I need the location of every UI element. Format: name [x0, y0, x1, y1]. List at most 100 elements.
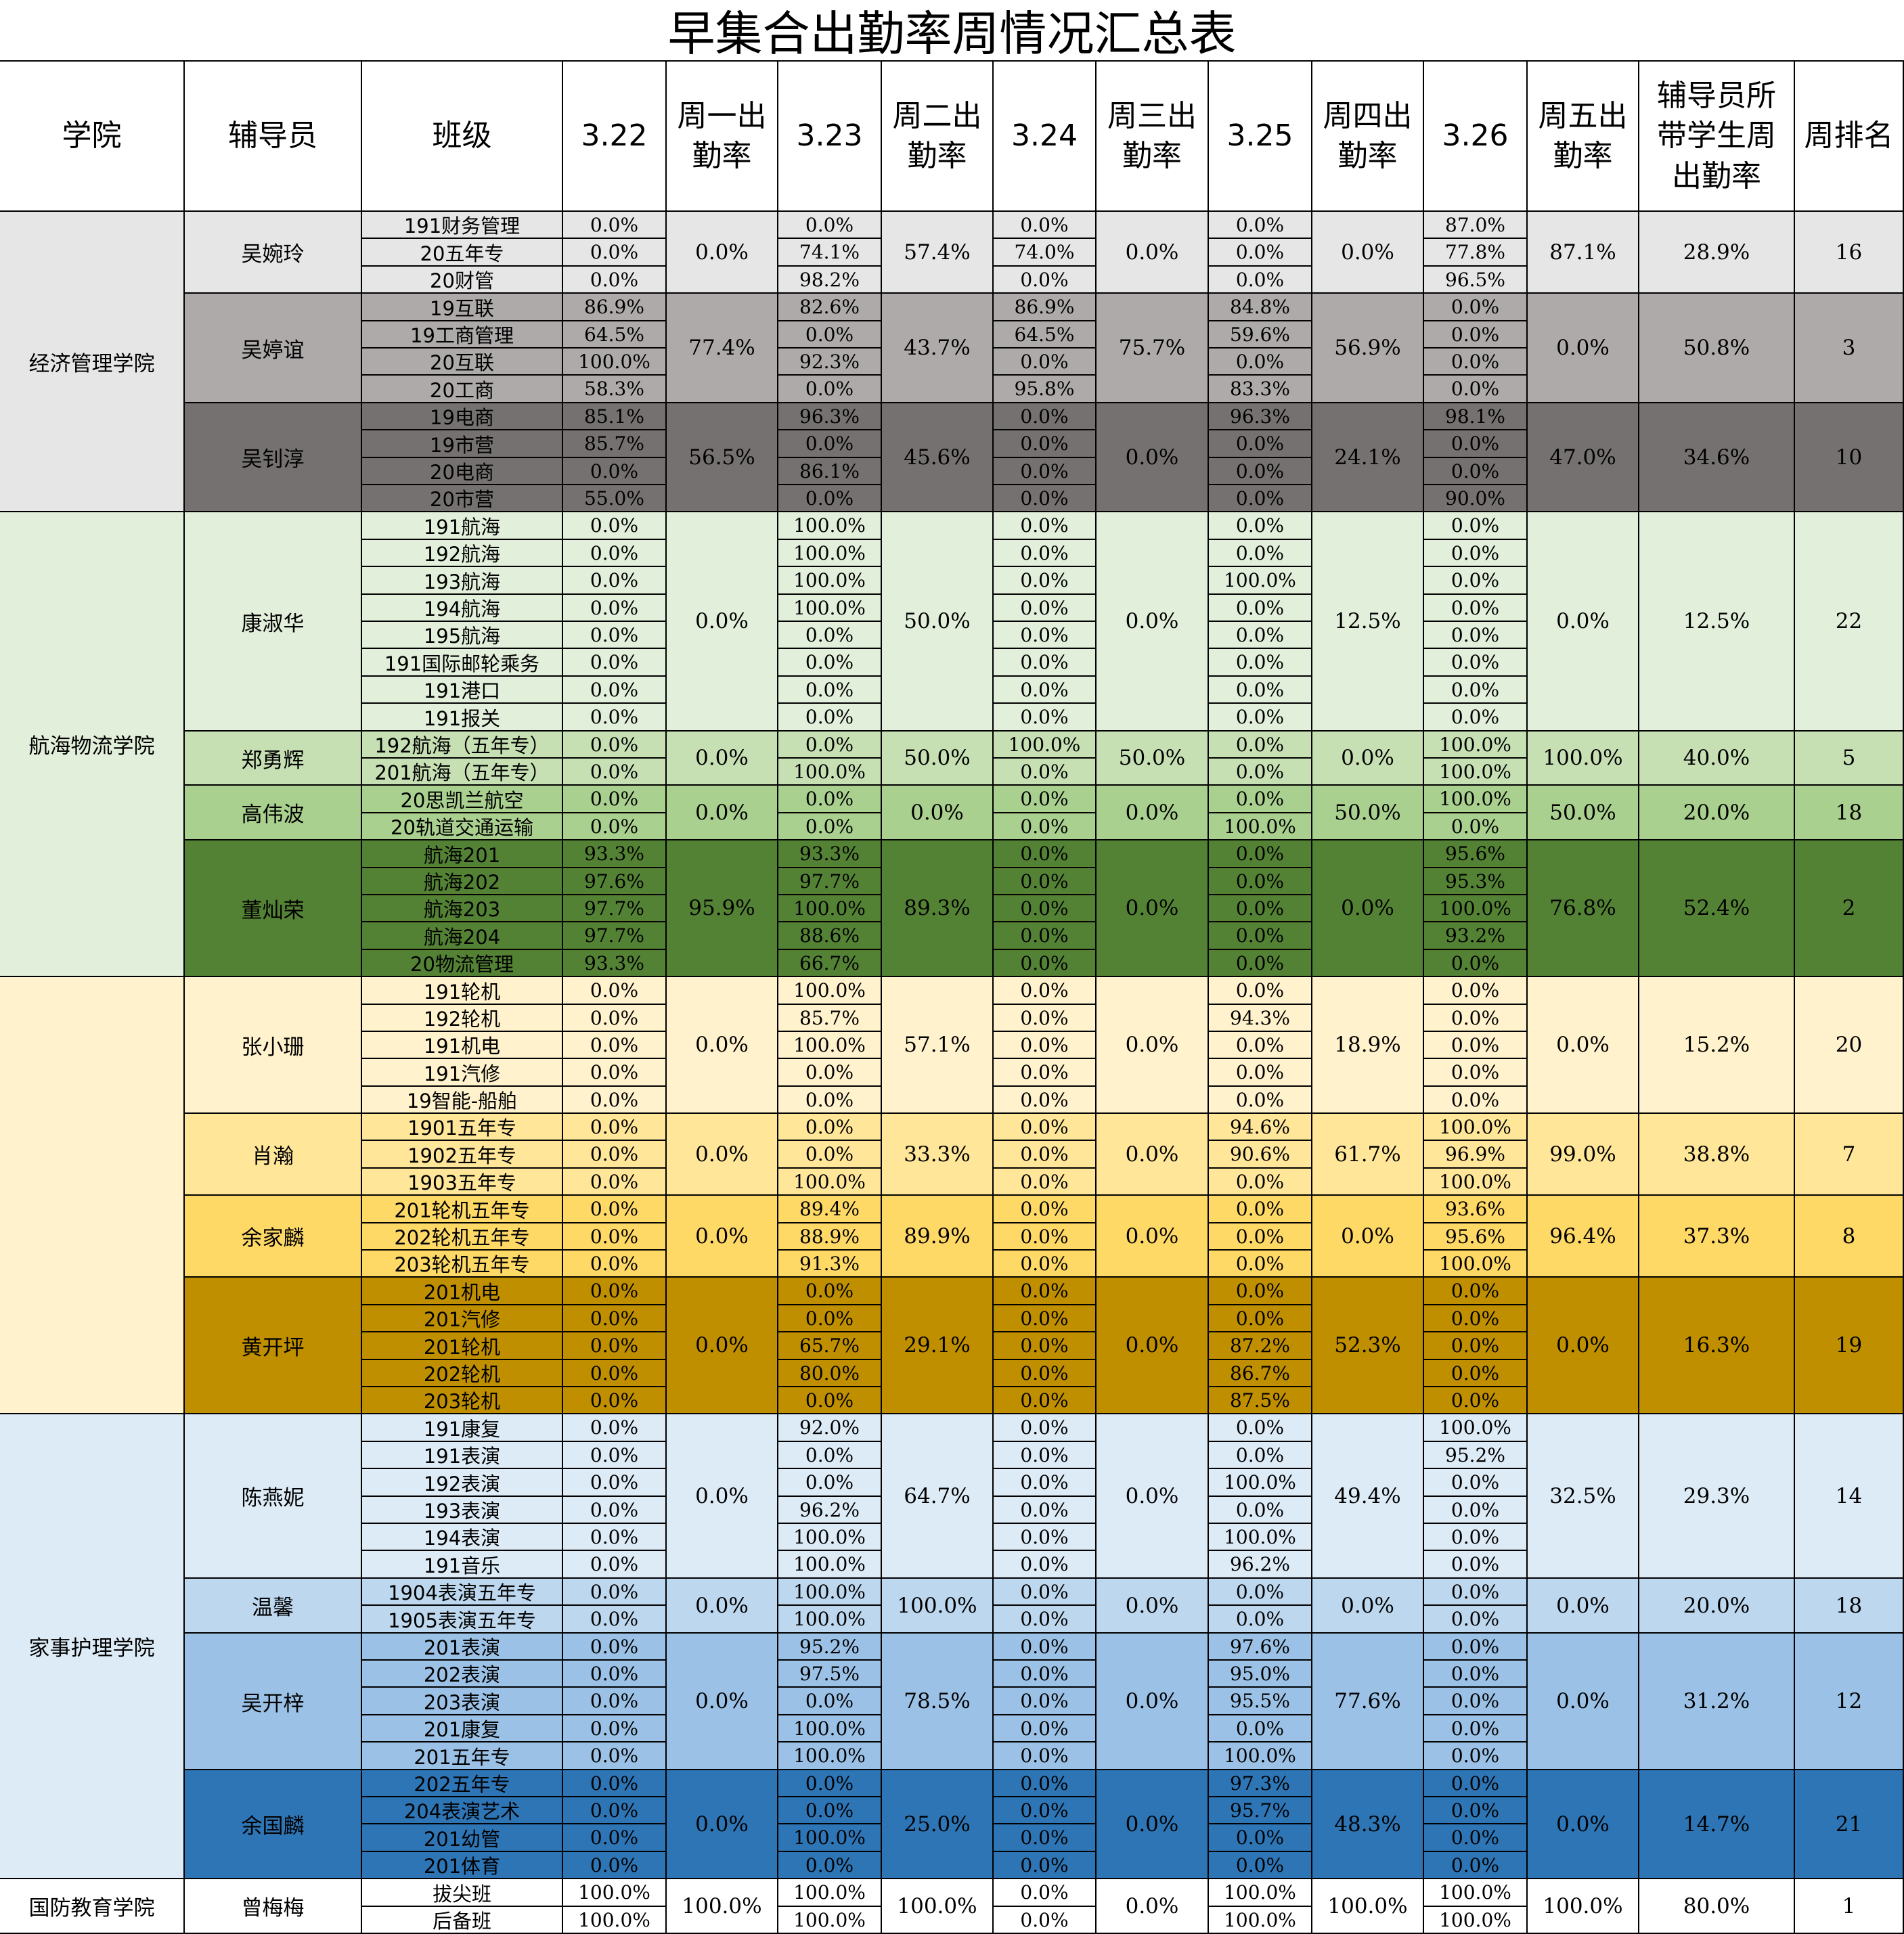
rate-3-26: 0.0% — [1424, 294, 1528, 321]
class-name: 204表演艺术 — [362, 1797, 563, 1824]
class-name: 201体育 — [362, 1852, 563, 1879]
rate-3-25: 96.2% — [1209, 1551, 1312, 1579]
mon-rate-cell: 0.0% — [667, 1579, 778, 1634]
rate-3-22: 0.0% — [563, 1114, 667, 1141]
rate-3-23: 82.6% — [778, 294, 882, 321]
mon-rate-cell: 0.0% — [667, 1114, 778, 1196]
class-name: 191轮机 — [362, 977, 563, 1005]
thu-rate-cell: 52.3% — [1312, 1278, 1424, 1414]
week-rate-cell: 31.2% — [1639, 1634, 1795, 1770]
rate-3-23: 98.2% — [778, 267, 882, 294]
rate-3-23: 0.0% — [778, 1278, 882, 1305]
wed-rate-cell: 0.0% — [1097, 840, 1209, 977]
wed-rate-cell: 0.0% — [1097, 403, 1209, 512]
rate-3-23: 100.0% — [778, 977, 882, 1005]
rate-3-22: 55.0% — [563, 485, 667, 512]
thu-rate-cell: 48.3% — [1312, 1770, 1424, 1879]
class-name: 航海201 — [362, 840, 563, 868]
rate-3-22: 0.0% — [563, 1414, 667, 1442]
rate-3-24: 74.0% — [994, 239, 1097, 267]
class-name: 194表演 — [362, 1524, 563, 1551]
tue-rate-cell: 78.5% — [882, 1634, 994, 1770]
rate-3-24: 0.0% — [994, 1442, 1097, 1469]
header-cell: 辅导员 — [185, 62, 362, 212]
rate-3-25: 87.2% — [1209, 1332, 1312, 1360]
rate-3-25: 0.0% — [1209, 212, 1312, 239]
mon-rate-cell: 0.0% — [667, 1278, 778, 1414]
class-name: 19智能-船舶 — [362, 1087, 563, 1114]
rate-3-23: 100.0% — [778, 1524, 882, 1551]
rate-3-22: 100.0% — [563, 348, 667, 376]
header-cell: 3.24 — [994, 62, 1097, 212]
rate-3-22: 0.0% — [563, 1442, 667, 1469]
rate-3-22: 0.0% — [563, 212, 667, 239]
rate-3-26: 0.0% — [1424, 1497, 1528, 1524]
rate-3-26: 0.0% — [1424, 321, 1528, 348]
tue-rate-cell: 25.0% — [882, 1770, 994, 1879]
rate-3-23: 97.5% — [778, 1661, 882, 1688]
rate-3-26: 0.0% — [1424, 649, 1528, 677]
rate-3-25: 0.0% — [1209, 649, 1312, 677]
rate-3-26: 96.9% — [1424, 1141, 1528, 1169]
rate-3-24: 0.0% — [994, 1688, 1097, 1715]
week-rate-cell: 20.0% — [1639, 1579, 1795, 1634]
rate-3-22: 0.0% — [563, 1305, 667, 1332]
rate-3-24: 0.0% — [994, 759, 1097, 786]
class-name: 20电商 — [362, 458, 563, 485]
rate-3-26: 0.0% — [1424, 1278, 1528, 1305]
thu-rate-cell: 77.6% — [1312, 1634, 1424, 1770]
class-name: 194航海 — [362, 595, 563, 622]
rate-3-26: 0.0% — [1424, 950, 1528, 977]
rate-3-25: 100.0% — [1209, 1879, 1312, 1907]
rate-3-22: 0.0% — [563, 1141, 667, 1169]
class-name: 195航海 — [362, 622, 563, 649]
rate-3-23: 86.1% — [778, 458, 882, 485]
tue-rate-cell: 57.1% — [882, 977, 994, 1114]
rate-3-25: 100.0% — [1209, 1907, 1312, 1934]
rate-3-26: 0.0% — [1424, 704, 1528, 732]
rate-3-22: 0.0% — [563, 1251, 667, 1278]
rate-3-26: 100.0% — [1424, 1879, 1528, 1907]
thu-rate-cell: 0.0% — [1312, 212, 1424, 294]
rate-3-23: 0.0% — [778, 732, 882, 759]
counselor-name: 康淑华 — [185, 512, 362, 732]
rate-3-25: 0.0% — [1209, 1606, 1312, 1634]
rate-3-25: 94.6% — [1209, 1114, 1312, 1141]
rate-3-26: 0.0% — [1424, 677, 1528, 704]
rate-3-24: 0.0% — [994, 1223, 1097, 1251]
rate-3-25: 84.8% — [1209, 294, 1312, 321]
rate-3-23: 92.0% — [778, 1414, 882, 1442]
rate-3-22: 0.0% — [563, 1688, 667, 1715]
rate-3-22: 0.0% — [563, 567, 667, 595]
rate-3-23: 0.0% — [778, 813, 882, 840]
rate-3-26: 95.3% — [1424, 868, 1528, 895]
class-name: 20互联 — [362, 348, 563, 376]
rate-3-26: 100.0% — [1424, 1114, 1528, 1141]
class-name: 193航海 — [362, 567, 563, 595]
week-rate-cell: 12.5% — [1639, 512, 1795, 732]
rate-3-25: 0.0% — [1209, 1579, 1312, 1606]
rate-3-23: 66.7% — [778, 950, 882, 977]
counselor-name: 肖瀚 — [185, 1114, 362, 1196]
rate-3-26: 93.6% — [1424, 1196, 1528, 1223]
rate-3-25: 0.0% — [1209, 759, 1312, 786]
rate-3-22: 0.0% — [563, 1087, 667, 1114]
class-name: 192航海（五年专） — [362, 732, 563, 759]
header-cell: 3.22 — [563, 62, 667, 212]
rate-3-25: 94.3% — [1209, 1005, 1312, 1032]
rank-cell: 18 — [1795, 786, 1904, 840]
class-name: 航海202 — [362, 868, 563, 895]
rate-3-23: 0.0% — [778, 649, 882, 677]
rate-3-23: 85.7% — [778, 1005, 882, 1032]
class-name: 202表演 — [362, 1661, 563, 1688]
wed-rate-cell: 50.0% — [1097, 732, 1209, 786]
rate-3-24: 0.0% — [994, 1360, 1097, 1387]
class-name: 191机电 — [362, 1032, 563, 1059]
thu-rate-cell: 24.1% — [1312, 403, 1424, 512]
tue-rate-cell: 57.4% — [882, 212, 994, 294]
rate-3-24: 0.0% — [994, 1251, 1097, 1278]
rate-3-23: 96.3% — [778, 403, 882, 430]
rank-cell: 8 — [1795, 1196, 1904, 1278]
rate-3-26: 77.8% — [1424, 239, 1528, 267]
class-name: 203表演 — [362, 1688, 563, 1715]
